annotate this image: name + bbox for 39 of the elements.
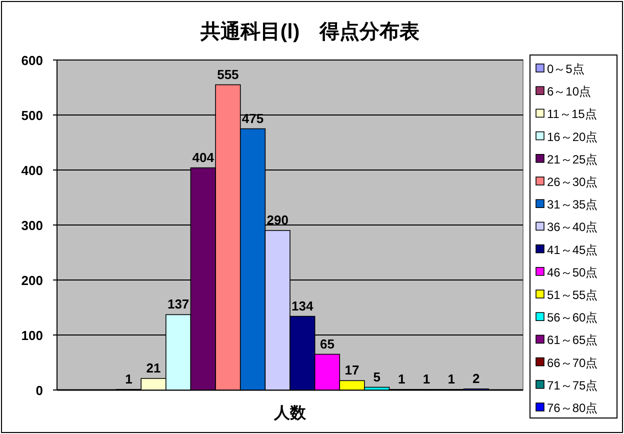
chart-title: 共通科目(Ⅰ) 得点分布表 bbox=[199, 20, 420, 43]
legend-label: 71～75点 bbox=[547, 378, 598, 392]
data-label: 290 bbox=[266, 212, 288, 228]
y-tick-label: 0 bbox=[36, 383, 43, 398]
y-tick-label: 600 bbox=[21, 53, 43, 68]
legend-label: 41～45点 bbox=[547, 242, 598, 257]
data-label: 2 bbox=[472, 370, 480, 386]
legend-label: 56～60点 bbox=[547, 310, 598, 325]
y-tick-label: 400 bbox=[21, 163, 43, 178]
data-label: 65 bbox=[320, 336, 334, 352]
legend-label: 66～70点 bbox=[547, 356, 598, 370]
legend-label: 61～65点 bbox=[547, 333, 598, 348]
data-label: 1 bbox=[422, 371, 430, 386]
data-label: 17 bbox=[344, 362, 360, 378]
y-tick-label: 500 bbox=[21, 108, 43, 123]
legend-label: 26～30点 bbox=[547, 175, 598, 189]
y-tick-label: 200 bbox=[21, 273, 43, 288]
legend-label: 36～40点 bbox=[547, 220, 598, 234]
data-label: 137 bbox=[167, 296, 190, 312]
data-label: 1 bbox=[125, 371, 132, 386]
x-tick-label: 人数 bbox=[273, 404, 307, 422]
data-label: 1 bbox=[398, 371, 406, 386]
data-label: 1 bbox=[448, 371, 455, 386]
legend-label: 11～15点 bbox=[547, 107, 597, 122]
y-tick-label: 100 bbox=[21, 328, 43, 343]
legend-label: 51～55点 bbox=[547, 288, 598, 302]
data-label: 21 bbox=[146, 360, 161, 376]
data-label: 555 bbox=[217, 66, 239, 82]
data-label: 5 bbox=[373, 369, 380, 384]
legend-label: 6～10点 bbox=[547, 84, 592, 99]
legend-label: 76～80点 bbox=[547, 401, 598, 415]
legend-label: 16～20点 bbox=[547, 130, 598, 144]
data-label: 404 bbox=[192, 150, 215, 165]
legend-label: 0～5点 bbox=[547, 62, 584, 76]
legend-label: 46～50点 bbox=[547, 265, 598, 280]
data-label: 134 bbox=[292, 298, 314, 314]
legend-label: 31～35点 bbox=[547, 198, 598, 212]
legend-label: 21～25点 bbox=[547, 152, 598, 166]
y-tick-label: 300 bbox=[21, 218, 43, 233]
